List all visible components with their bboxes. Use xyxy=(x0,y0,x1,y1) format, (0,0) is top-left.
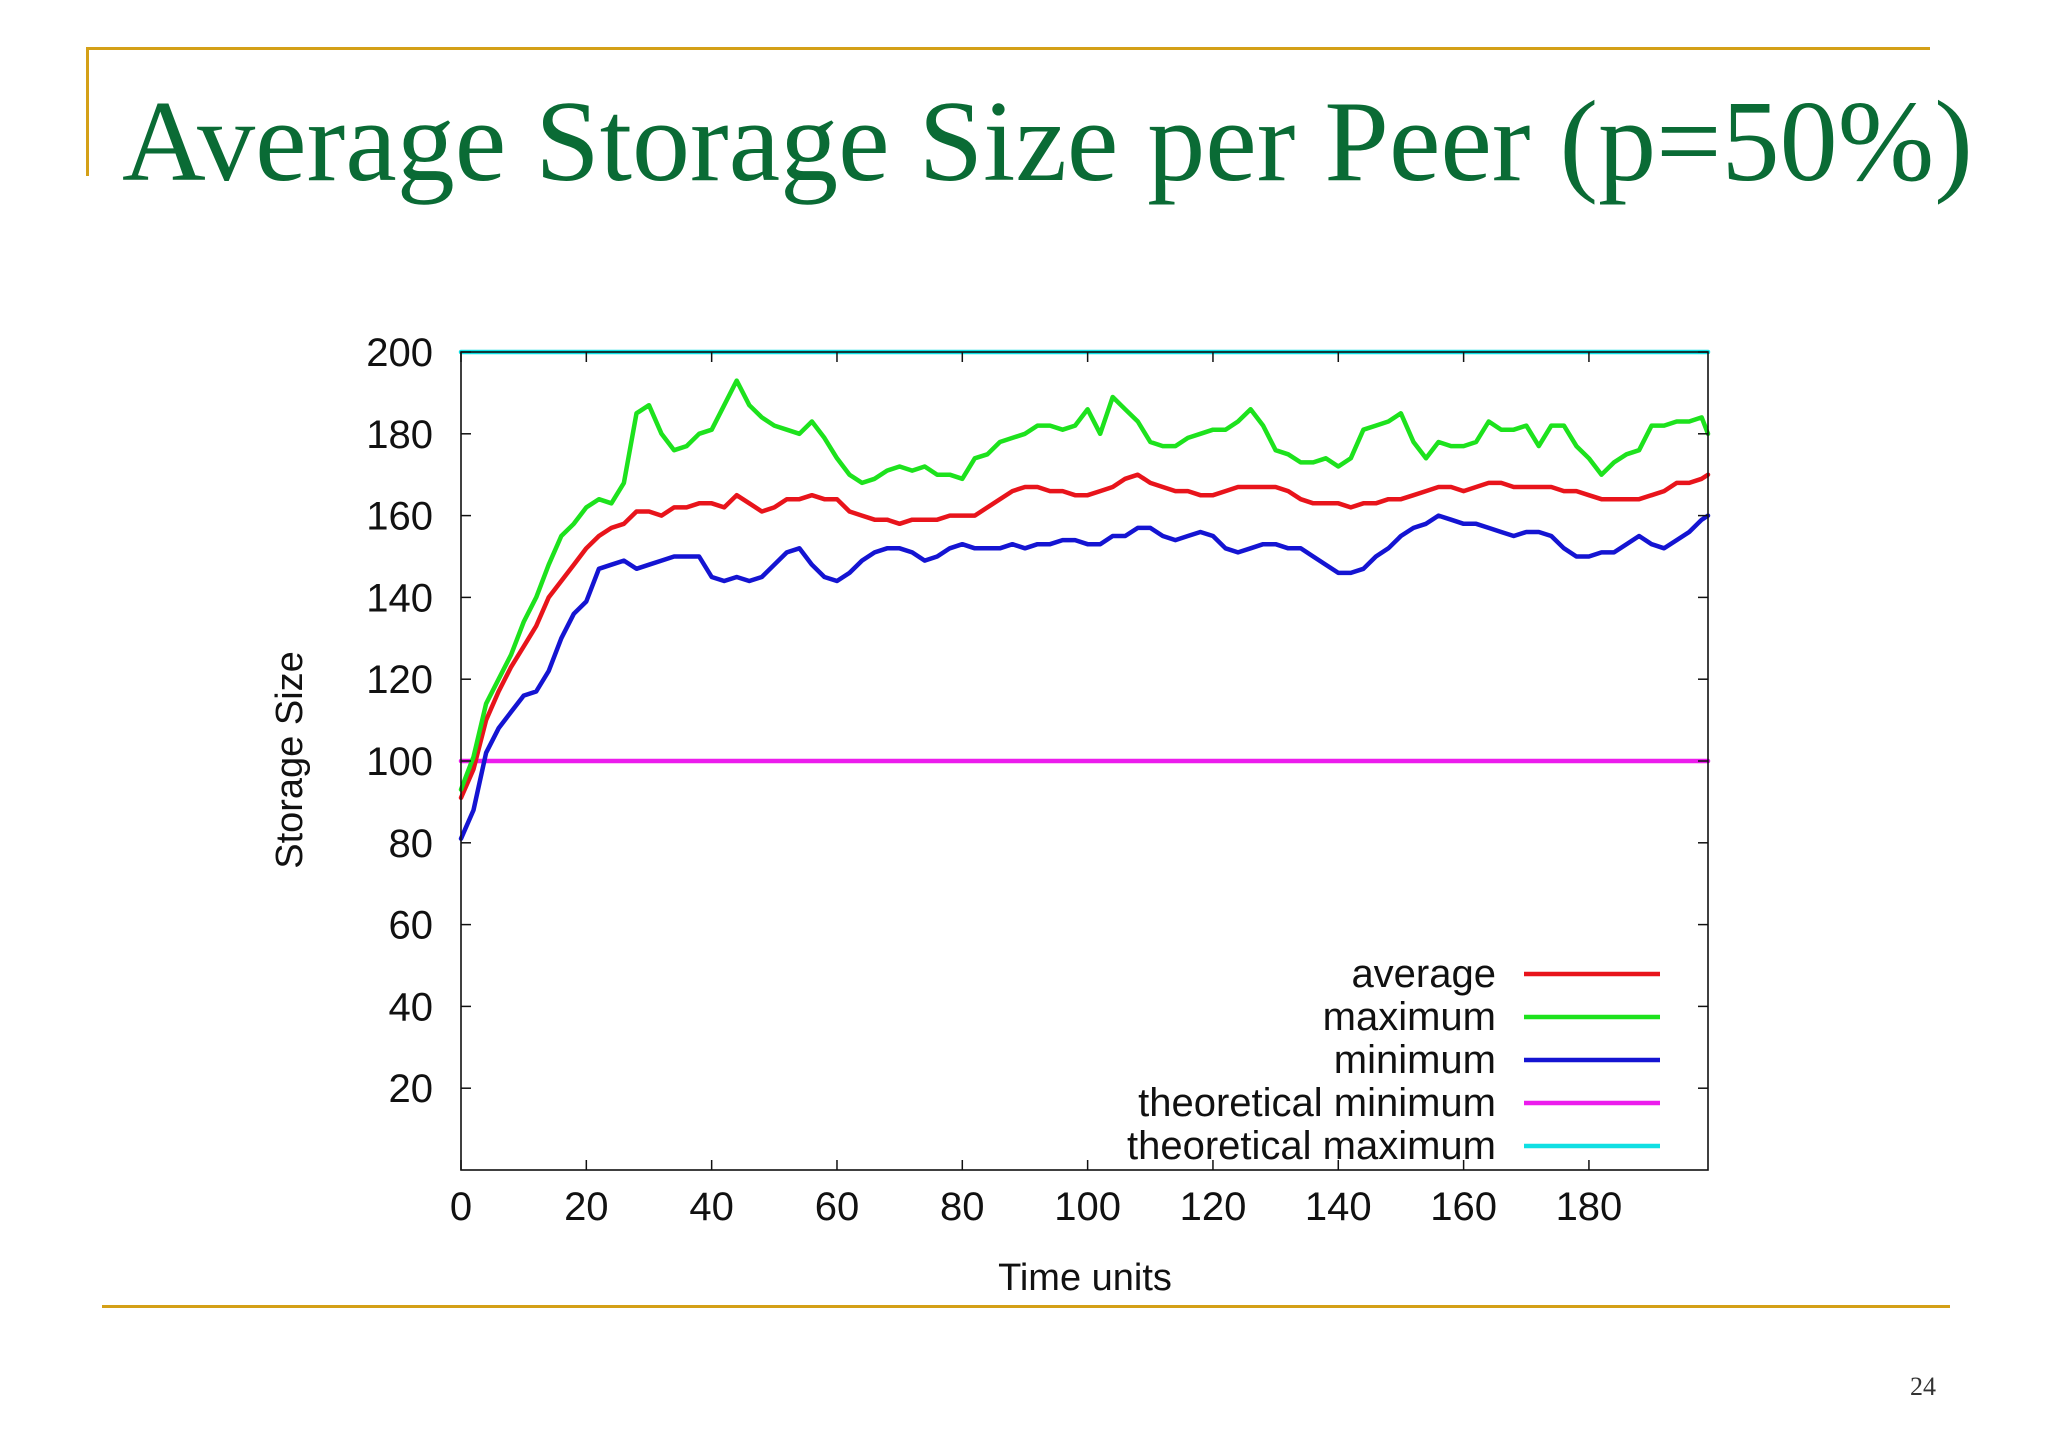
x-tick-label: 0 xyxy=(450,1185,472,1229)
legend-label-theoretical-minimum: theoretical minimum xyxy=(1138,1081,1496,1125)
x-tick-label: 60 xyxy=(815,1185,860,1229)
x-tick-label: 100 xyxy=(1054,1185,1121,1229)
axes-layer: 0 20 40 60 80 100 120 140 160 180 20 40 60 80 100 120 14… xyxy=(366,331,1709,1229)
x-tick-label: 20 xyxy=(564,1185,609,1229)
title-rule-top xyxy=(86,47,1930,50)
legend-label-theoretical-maximum: theoretical maximum xyxy=(1127,1124,1496,1168)
legend-label-minimum: minimum xyxy=(1334,1038,1496,1082)
y-axis-label: Storage Size xyxy=(269,651,311,869)
y-tick-label: 200 xyxy=(366,331,433,375)
x-tick-label: 80 xyxy=(940,1185,985,1229)
page-number: 24 xyxy=(1910,1372,1936,1401)
series-line-maximum xyxy=(458,378,1711,792)
series-line-average xyxy=(458,472,1711,801)
series-line-minimum xyxy=(458,513,1711,841)
y-tick-label: 60 xyxy=(389,904,434,948)
y-tick-label: 140 xyxy=(366,576,433,620)
y-tick-label: 40 xyxy=(389,985,434,1029)
slide-title: Average Storage Size per Peer (p=50%) xyxy=(122,78,1973,206)
y-tick-label: 120 xyxy=(366,658,433,702)
y-tick-label: 20 xyxy=(389,1067,434,1111)
legend-label-average: average xyxy=(1351,952,1496,996)
y-tick-label: 160 xyxy=(366,495,433,539)
x-tick-label: 140 xyxy=(1305,1185,1372,1229)
x-axis-label: Time units xyxy=(998,1257,1172,1299)
x-tick-label: 120 xyxy=(1180,1185,1247,1229)
x-tick-label: 180 xyxy=(1556,1185,1623,1229)
footer-rule xyxy=(102,1305,1950,1308)
y-tick-label: 180 xyxy=(366,413,433,457)
y-tick-label: 80 xyxy=(389,822,434,866)
x-tick-label: 160 xyxy=(1430,1185,1497,1229)
x-tick-label: 40 xyxy=(689,1185,734,1229)
y-tick-label: 100 xyxy=(366,740,433,784)
legend-label-maximum: maximum xyxy=(1323,995,1496,1039)
title-rule-left xyxy=(86,48,89,176)
